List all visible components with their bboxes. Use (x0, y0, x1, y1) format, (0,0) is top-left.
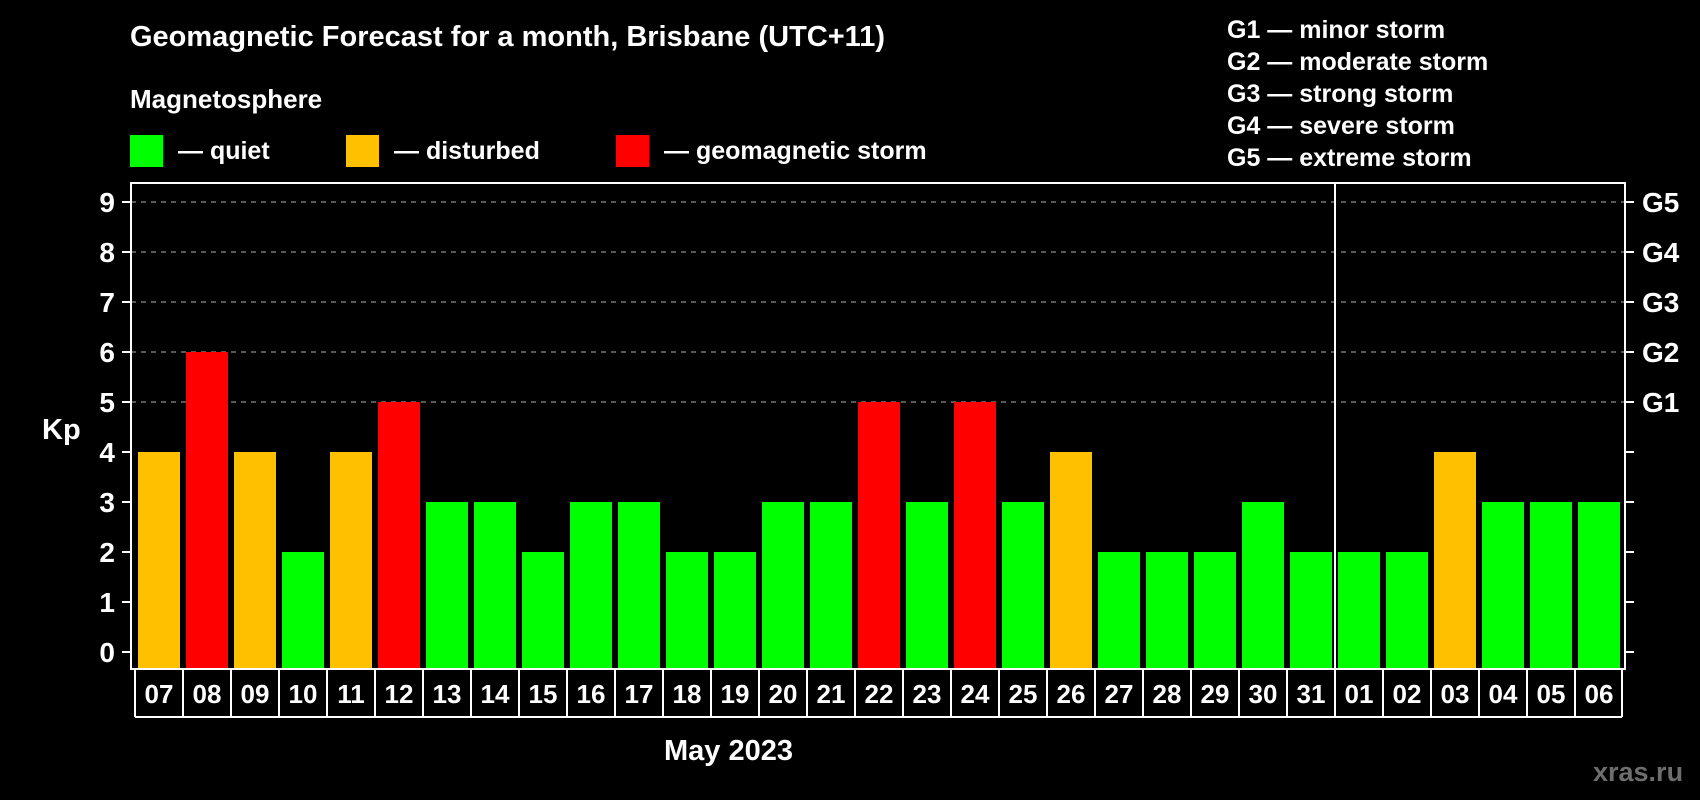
date-label-14: 14 (481, 679, 510, 709)
storm-level-label: G3 (1642, 287, 1679, 318)
storm-scale-g5: G5 — extreme storm (1227, 144, 1472, 172)
date-label-29: 29 (1201, 679, 1230, 709)
bar-11 (330, 452, 372, 668)
bar-21 (810, 502, 852, 668)
bar-18 (666, 552, 708, 668)
date-label-05: 05 (1537, 679, 1566, 709)
date-label-18: 18 (673, 679, 702, 709)
bar-22 (858, 402, 900, 668)
date-label-03: 03 (1441, 679, 1470, 709)
watermark: xras.ru (1593, 757, 1684, 787)
plot-border (130, 182, 1626, 670)
bar-30 (1242, 502, 1284, 668)
date-label-25: 25 (1009, 679, 1038, 709)
date-label-13: 13 (433, 679, 462, 709)
bar-23 (906, 502, 948, 668)
bar-20 (762, 502, 804, 668)
legend-subtitle: Magnetosphere (130, 84, 323, 114)
date-label-12: 12 (385, 679, 414, 709)
date-label-10: 10 (289, 679, 318, 709)
date-label-23: 23 (913, 679, 942, 709)
y-tick-label: 2 (99, 537, 115, 568)
date-label-21: 21 (817, 679, 846, 709)
date-label-17: 17 (625, 679, 654, 709)
date-label-28: 28 (1153, 679, 1182, 709)
date-label-09: 09 (241, 679, 270, 709)
bar-12 (378, 402, 420, 668)
storm-scale-g3: G3 — strong storm (1227, 80, 1454, 108)
bar-28 (1146, 552, 1188, 668)
y-tick-label: 9 (99, 187, 115, 218)
date-label-24: 24 (961, 679, 990, 709)
bar-29 (1194, 552, 1236, 668)
storm-scale-legend: G1 — minor storm G2 — moderate storm G3 … (1227, 14, 1488, 174)
date-label-22: 22 (865, 679, 894, 709)
chart-title: Geomagnetic Forecast for a month, Brisba… (130, 21, 885, 53)
legend-item-disturbed: — disturbed (346, 135, 540, 167)
legend-label-quiet: — quiet (178, 136, 270, 165)
x-axis-label: May 2023 (664, 735, 793, 767)
bar-26 (1050, 452, 1092, 668)
bar-27 (1098, 552, 1140, 668)
date-label-04: 04 (1489, 679, 1518, 709)
bar-01 (1338, 552, 1380, 668)
legend-swatch-storm (616, 135, 649, 167)
y-tick-label: 7 (99, 287, 115, 318)
bar-24 (954, 402, 996, 668)
y-axis-label: Kp (42, 414, 81, 446)
storm-scale-g4: G4 — severe storm (1227, 112, 1455, 140)
legend-item-storm: — geomagnetic storm (616, 135, 927, 167)
bar-15 (522, 552, 564, 668)
bar-03 (1434, 452, 1476, 668)
legend-label-disturbed: — disturbed (394, 136, 540, 165)
date-label-19: 19 (721, 679, 750, 709)
storm-scale-g2: G2 — moderate storm (1227, 48, 1489, 76)
date-label-02: 02 (1393, 679, 1422, 709)
bar-04 (1482, 502, 1524, 668)
y-tick-label: 5 (99, 387, 115, 418)
date-label-15: 15 (529, 679, 558, 709)
date-label-30: 30 (1249, 679, 1278, 709)
storm-level-label: G4 (1642, 237, 1680, 268)
date-label-27: 27 (1105, 679, 1134, 709)
storm-level-label: G1 (1642, 387, 1679, 418)
bar-09 (234, 452, 276, 668)
legend-label-storm: — geomagnetic storm (664, 136, 927, 165)
y-tick-label: 6 (99, 337, 115, 368)
bar-13 (426, 502, 468, 668)
bar-02 (1386, 552, 1428, 668)
bar-08 (186, 352, 228, 668)
bar-14 (474, 502, 516, 668)
bar-25 (1002, 502, 1044, 668)
legend-item-quiet: — quiet (130, 135, 270, 167)
legend-swatch-quiet (130, 135, 163, 167)
date-label-26: 26 (1057, 679, 1086, 709)
date-label-01: 01 (1345, 679, 1374, 709)
bar-07 (138, 452, 180, 668)
date-label-08: 08 (193, 679, 222, 709)
date-label-16: 16 (577, 679, 606, 709)
bar-31 (1290, 552, 1332, 668)
y-tick-label: 8 (99, 237, 115, 268)
y-tick-label: 0 (99, 637, 115, 668)
storm-level-label: G2 (1642, 337, 1679, 368)
date-label-11: 11 (337, 679, 365, 709)
date-label-20: 20 (769, 679, 798, 709)
date-label-07: 07 (145, 679, 174, 709)
storm-scale-g1: G1 — minor storm (1227, 16, 1446, 44)
legend-swatch-disturbed (346, 135, 379, 167)
bar-16 (570, 502, 612, 668)
storm-level-label: G5 (1642, 187, 1679, 218)
y-tick-label: 3 (99, 487, 115, 518)
bar-19 (714, 552, 756, 668)
bar-06 (1578, 502, 1620, 668)
date-label-06: 06 (1585, 679, 1614, 709)
bar-17 (618, 502, 660, 668)
bar-10 (282, 552, 324, 668)
bar-05 (1530, 502, 1572, 668)
y-tick-label: 4 (99, 437, 115, 468)
date-label-31: 31 (1297, 679, 1326, 709)
y-tick-label: 1 (99, 587, 115, 618)
